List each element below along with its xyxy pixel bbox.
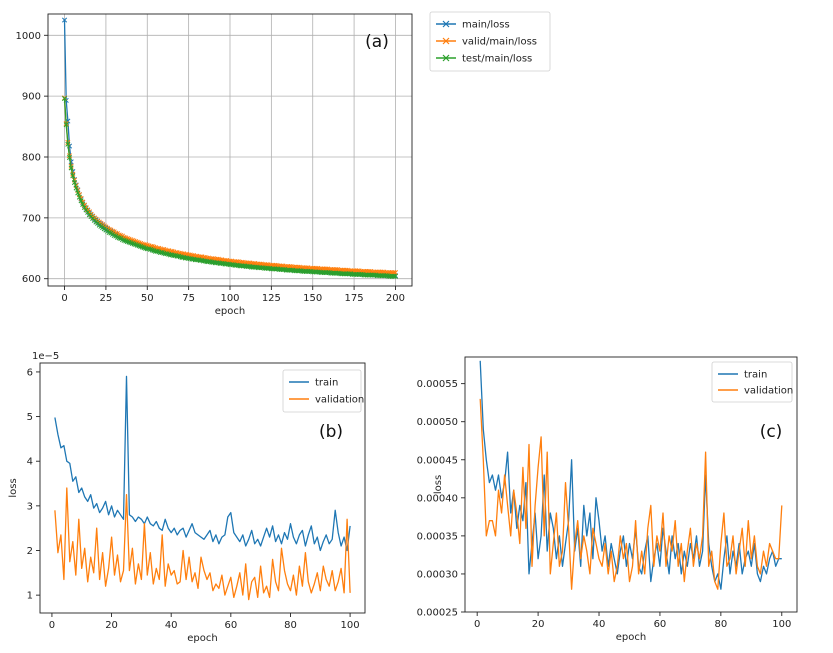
x-tick-label: 20 bbox=[105, 620, 118, 631]
x-tick-label: 25 bbox=[100, 293, 113, 304]
y-tick-label: 0.00035 bbox=[417, 531, 458, 542]
x-axis-label: epoch bbox=[616, 632, 646, 643]
data-point bbox=[76, 194, 82, 200]
y-offset-text: 1e−5 bbox=[32, 351, 59, 362]
chart-3: 0 20 40 60 80 100 0.00025 0.00030 0.00035 0.00040… bbox=[417, 356, 798, 643]
y-tick-label: 800 bbox=[22, 152, 41, 163]
data-point bbox=[78, 198, 84, 204]
data-point bbox=[61, 17, 68, 23]
x-tick-label: 125 bbox=[262, 293, 281, 304]
x-axis-label: epoch bbox=[215, 306, 245, 317]
x-tick-label: 100 bbox=[341, 620, 360, 631]
data-point bbox=[66, 155, 73, 161]
y-tick-label: 6 bbox=[27, 367, 33, 378]
data-point bbox=[391, 273, 397, 279]
y-tick-label: 1 bbox=[27, 591, 33, 602]
series-line-validation bbox=[54, 487, 351, 601]
data-point bbox=[73, 185, 79, 191]
y-tick-label: 0.00045 bbox=[417, 455, 458, 466]
y-axis-label: loss bbox=[433, 475, 444, 494]
y-tick-label: 2 bbox=[27, 546, 33, 557]
legend: main/loss valid/main/loss test/main/loss bbox=[429, 11, 551, 72]
legend-box bbox=[711, 361, 793, 403]
y-tick-label: 0.00025 bbox=[417, 608, 458, 619]
legend-label: main/loss bbox=[462, 20, 510, 31]
legend-marker bbox=[442, 37, 450, 45]
data-point bbox=[83, 207, 89, 213]
y-tick-label: 700 bbox=[22, 213, 41, 224]
plot-frame bbox=[464, 356, 798, 613]
legend-marker bbox=[442, 20, 450, 28]
x-tick-label: 75 bbox=[182, 293, 195, 304]
series-line-train bbox=[54, 375, 351, 552]
series-line-train bbox=[479, 360, 782, 590]
legend-box bbox=[282, 369, 362, 413]
x-tick-label: 60 bbox=[654, 619, 667, 630]
y-axis-label: loss bbox=[8, 478, 19, 497]
x-tick-label: 0 bbox=[474, 619, 480, 630]
data-point bbox=[80, 201, 86, 208]
y-tick-label: 0.00055 bbox=[417, 379, 458, 390]
panel-label: (c) bbox=[760, 422, 783, 442]
panel-label: (a) bbox=[365, 32, 389, 52]
series-group bbox=[479, 360, 783, 590]
series-group bbox=[54, 375, 351, 601]
y-tick-label: 1000 bbox=[16, 31, 41, 42]
x-tick-label: 0 bbox=[49, 620, 55, 631]
x-tick-label: 175 bbox=[345, 293, 364, 304]
data-point bbox=[81, 204, 87, 211]
x-tick-label: 0 bbox=[61, 293, 67, 304]
legend: train validation bbox=[711, 361, 793, 403]
y-tick-label: 4 bbox=[27, 457, 33, 468]
panel-label: (b) bbox=[319, 422, 343, 442]
y-tick-label: 900 bbox=[22, 92, 41, 103]
x-tick-label: 40 bbox=[165, 620, 178, 631]
y-tick-label: 5 bbox=[27, 412, 33, 423]
data-point bbox=[85, 209, 91, 215]
data-point bbox=[70, 173, 76, 179]
legend-label: valid/main/loss bbox=[462, 37, 537, 48]
x-tick-label: 100 bbox=[220, 293, 239, 304]
x-tick-label: 50 bbox=[141, 293, 154, 304]
chart-1: 0 25 50 75 100 125 150 175 200 600 700 800 900 1000 ep… bbox=[16, 11, 551, 317]
data-point bbox=[392, 273, 399, 279]
chart-2: 0 20 40 60 80 100 1 2 3 4 5 6 epoch loss 1e−5 (b) train v… bbox=[8, 351, 366, 644]
legend-label: test/main/loss bbox=[462, 54, 532, 65]
series-group bbox=[61, 17, 399, 279]
x-tick-label: 80 bbox=[284, 620, 297, 631]
y-tick-label: 0.00040 bbox=[417, 493, 458, 504]
legend-label: validation bbox=[315, 395, 364, 406]
series-line-validation bbox=[479, 398, 783, 590]
data-point bbox=[68, 165, 74, 171]
legend-box bbox=[429, 11, 551, 72]
data-point bbox=[63, 122, 69, 128]
y-tick-label: 0.00050 bbox=[417, 417, 458, 428]
legend: train validation bbox=[282, 369, 364, 413]
x-tick-label: 20 bbox=[532, 619, 545, 630]
legend-marker bbox=[442, 54, 450, 62]
x-tick-label: 60 bbox=[224, 620, 237, 631]
x-tick-label: 100 bbox=[772, 619, 791, 630]
legend-label: train bbox=[744, 370, 767, 381]
x-tick-label: 150 bbox=[303, 293, 322, 304]
y-tick-label: 600 bbox=[22, 274, 41, 285]
x-tick-label: 200 bbox=[386, 293, 405, 304]
x-tick-label: 40 bbox=[593, 619, 606, 630]
x-axis-label: epoch bbox=[187, 633, 217, 644]
data-point bbox=[71, 180, 78, 186]
x-tick-label: 80 bbox=[714, 619, 727, 630]
plot-frame bbox=[39, 362, 366, 614]
y-tick-label: 0.00030 bbox=[417, 569, 458, 580]
data-point bbox=[61, 96, 68, 102]
legend-label: train bbox=[315, 378, 338, 389]
y-tick-label: 3 bbox=[27, 501, 33, 512]
data-point bbox=[75, 190, 81, 196]
data-point bbox=[65, 141, 71, 147]
legend-label: validation bbox=[744, 386, 793, 397]
